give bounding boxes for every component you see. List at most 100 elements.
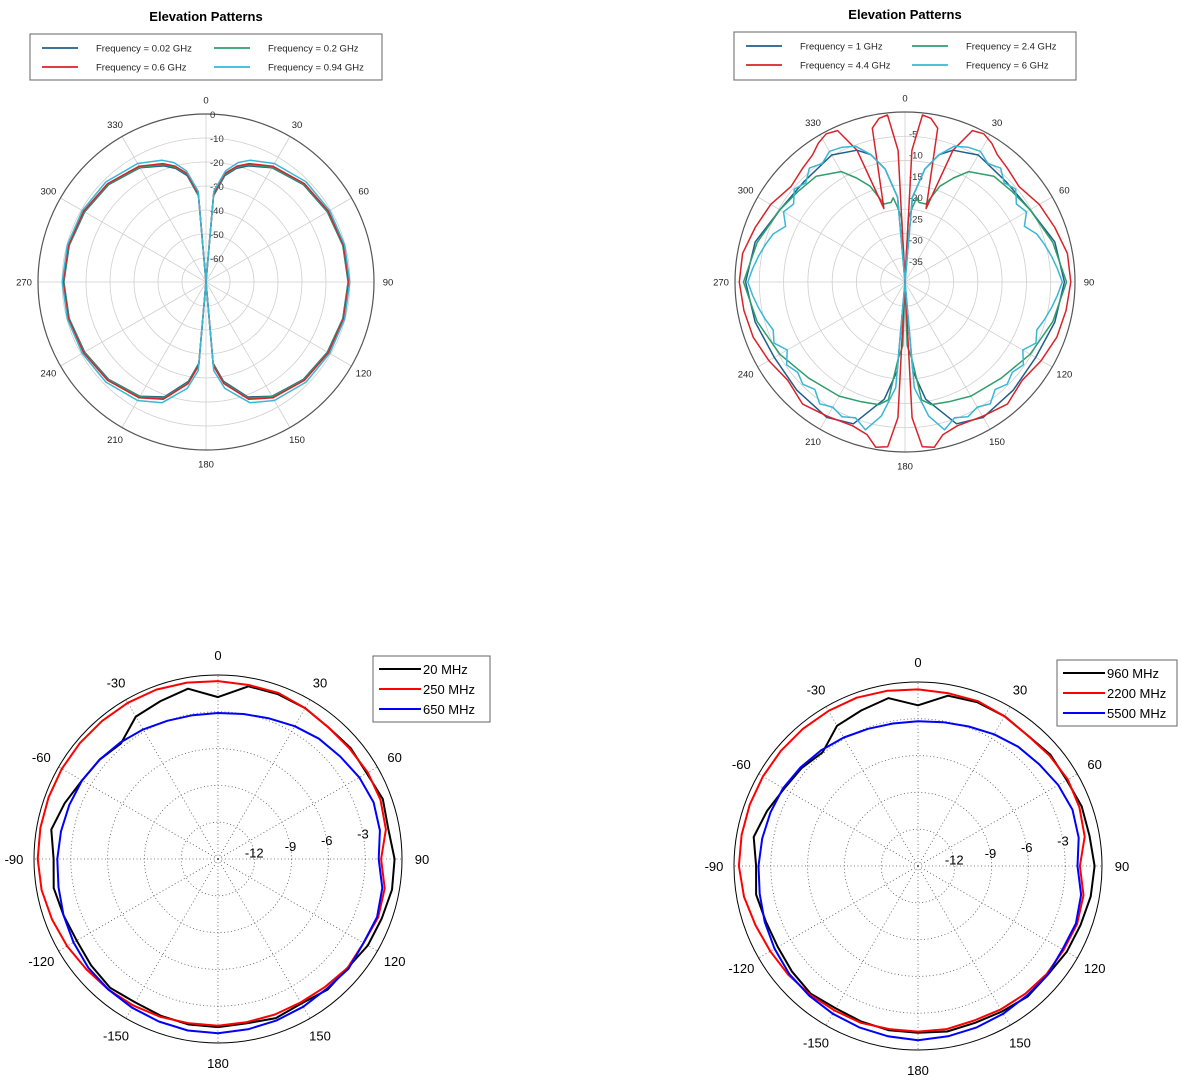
angle-tick-label: -90 (705, 859, 724, 874)
radial-tick-label: 0 (210, 110, 215, 121)
angle-tick-label: 60 (358, 187, 369, 198)
angle-tick-label: -60 (732, 757, 751, 772)
angle-tick-label: 180 (897, 462, 913, 473)
grid-spoke (819, 134, 906, 283)
legend-label: Frequency = 4.4 GHz (800, 61, 891, 72)
angle-labels: 0 30 60 90 120 150 180 -150 -120 -90 -60 -30 (5, 648, 430, 1071)
angle-tick-label: 240 (40, 369, 56, 380)
legend-label: 250 MHz (423, 682, 475, 697)
angle-tick-label: 90 (383, 278, 394, 289)
angle-labels: 0 30 60 90 120 150 180 -150 -120 -90 -60 -30 (705, 655, 1130, 1077)
angle-tick-label: 90 (1084, 278, 1095, 289)
angle-tick-label: -120 (728, 961, 754, 976)
angle-tick-label: 90 (1115, 859, 1129, 874)
angle-tick-label: 30 (1013, 682, 1027, 697)
outer-ring (733, 681, 1103, 1051)
angle-tick-label: 210 (805, 437, 821, 448)
legend: 960 MHz 2200 MHz 5500 MHz (1056, 659, 1178, 727)
angle-tick-label: 120 (356, 369, 372, 380)
angle-tick-label: 60 (1087, 757, 1101, 772)
angle-tick-label: 270 (16, 278, 32, 289)
angle-tick-label: 60 (387, 750, 401, 765)
legend-label: Frequency = 0.2 GHz (268, 44, 359, 55)
chart-panel-3: 0 30 60 90 120 150 180 -150 -120 -90 -60 -30 -12 -9 -6… (0, 640, 500, 1077)
angle-tick-label: 120 (1056, 370, 1072, 381)
outer-ring (37, 113, 375, 451)
angle-tick-label: 300 (40, 187, 56, 198)
radial-tick-label: -3 (357, 826, 369, 841)
radial-tick-label: -10 (210, 134, 224, 145)
series-curves (61, 159, 351, 404)
angle-tick-label: -30 (107, 675, 126, 690)
polar-grid (734, 111, 1076, 453)
radial-tick-label: -20 (210, 158, 224, 169)
chart-title: Elevation Patterns (848, 7, 961, 22)
grid-spoke (125, 858, 219, 1019)
angle-tick-label: 30 (992, 118, 1003, 129)
angle-tick-label: -60 (32, 750, 51, 765)
series-line (36, 680, 387, 1027)
series-line (50, 685, 396, 1029)
angle-tick-label: 0 (914, 655, 921, 670)
series-line (737, 688, 1086, 1033)
series-line (757, 720, 1083, 1042)
radial-tick-label: -3 (1057, 833, 1069, 848)
angle-tick-label: 300 (738, 186, 754, 197)
chart-panel-1: Elevation Patterns 0 30 60 90 120 150 180 210 240… (0, 0, 420, 480)
angle-labels: 0 30 60 90 120 150 180 210 240 270 300 330 (713, 94, 1094, 473)
angle-tick-label: 90 (415, 852, 429, 867)
radial-labels: -12 -9 -6 -3 (245, 826, 369, 860)
radial-tick-label: -12 (245, 846, 264, 861)
polar-chart-4: 0 30 60 90 120 150 180 -150 -120 -90 -60 -30 -12 -9 -6… (705, 655, 1178, 1077)
grid-spoke (825, 706, 919, 867)
angle-tick-label: 240 (738, 370, 754, 381)
grid-spoke (917, 706, 1011, 867)
grid-spoke (758, 865, 919, 959)
grid-spoke (904, 196, 1053, 283)
angle-tick-label: 150 (1009, 1036, 1031, 1051)
radial-tick-label: -50 (210, 230, 224, 241)
radial-tick-label: -10 (909, 151, 923, 162)
angle-tick-label: 120 (1084, 961, 1106, 976)
grid-spoke (757, 196, 906, 283)
radial-tick-label: -15 (909, 172, 923, 183)
polar-grid (33, 674, 403, 1044)
series-line (752, 694, 1096, 1034)
angle-tick-label: 150 (989, 437, 1005, 448)
angle-tick-label: -90 (5, 852, 24, 867)
series-line (747, 145, 1064, 431)
legend-label: Frequency = 0.94 GHz (268, 63, 364, 74)
legend-box (372, 655, 491, 723)
angle-tick-label: 30 (292, 120, 303, 131)
grid-spoke (904, 134, 991, 283)
angle-labels: 0 30 60 90 120 150 180 210 240 270 300 330 (16, 96, 393, 471)
angle-tick-label: 210 (107, 435, 123, 446)
angle-tick-label: 330 (107, 120, 123, 131)
legend-label: Frequency = 1 GHz (800, 42, 883, 53)
grid-ring (107, 748, 329, 970)
angle-tick-label: 0 (902, 94, 907, 105)
radial-tick-label: -6 (1021, 840, 1033, 855)
legend-label: Frequency = 2.4 GHz (966, 42, 1057, 53)
legend-label: 2200 MHz (1107, 686, 1166, 701)
angle-tick-label: 150 (289, 435, 305, 446)
legend-label: 960 MHz (1107, 666, 1159, 681)
radial-tick-label: -60 (210, 254, 224, 265)
legend-label: 5500 MHz (1107, 706, 1166, 721)
angle-tick-label: 180 (207, 1056, 229, 1071)
grid-spoke (904, 281, 1053, 368)
series-curves (737, 688, 1096, 1042)
legend-label: Frequency = 0.02 GHz (96, 44, 192, 55)
polar-grid (37, 113, 375, 451)
angle-tick-label: 60 (1059, 186, 1070, 197)
angle-tick-label: 0 (214, 648, 221, 663)
chart-panel-4: 0 30 60 90 120 150 180 -150 -120 -90 -60 -30 -12 -9 -6… (700, 640, 1182, 1077)
radial-tick-label: -25 (909, 214, 923, 225)
angle-tick-label: 0 (203, 96, 208, 107)
legend-box (733, 31, 1077, 81)
grid-spoke (125, 699, 219, 860)
radial-tick-label: -12 (945, 853, 964, 868)
radial-labels: -12 -9 -6 -3 (945, 833, 1069, 867)
series-curves (738, 114, 1072, 449)
radial-tick-label: -30 (909, 236, 923, 247)
